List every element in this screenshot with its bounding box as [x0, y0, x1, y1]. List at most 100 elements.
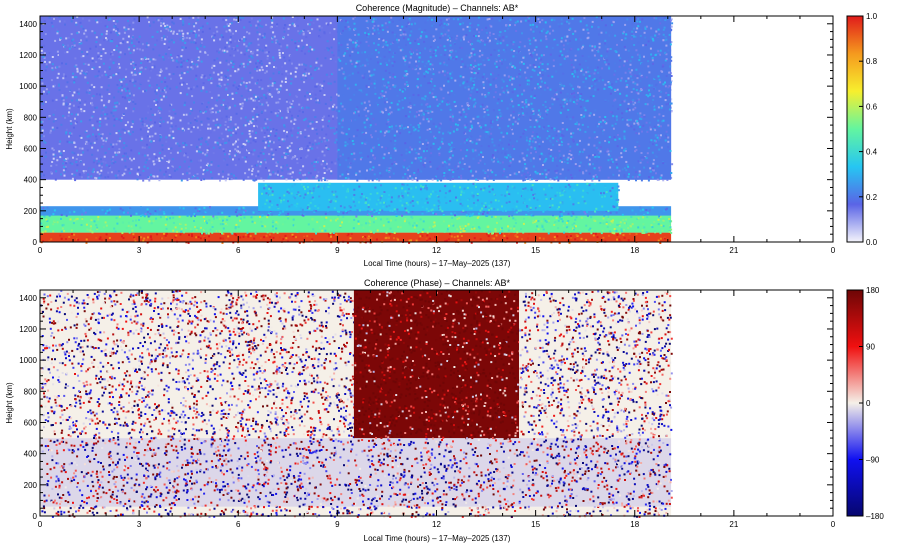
magnitude-cell [154, 213, 156, 216]
magnitude-cell [108, 76, 111, 79]
magnitude-cell [570, 237, 573, 239]
magnitude-cell [83, 103, 86, 106]
magnitude-cell [240, 51, 243, 54]
magnitude-cell [189, 107, 192, 110]
magnitude-cell [304, 117, 307, 120]
magnitude-cell [659, 242, 662, 244]
magnitude-cell [94, 75, 97, 78]
magnitude-cell [235, 177, 238, 180]
magnitude-cell [567, 183, 570, 186]
magnitude-cell [366, 213, 369, 216]
magnitude-cell [291, 185, 294, 188]
magnitude-cell [184, 223, 187, 226]
magnitude-cell [95, 36, 98, 39]
magnitude-cell [119, 85, 122, 88]
magnitude-cell [88, 19, 91, 22]
magnitude-cell [201, 30, 204, 33]
magnitude-cell [40, 49, 43, 52]
magnitude-cell [257, 98, 260, 101]
magnitude-cell [303, 212, 306, 215]
magnitude-cell [451, 211, 454, 214]
magnitude-cell [320, 75, 323, 78]
magnitude-cell [237, 68, 240, 71]
magnitude-cell [48, 117, 51, 120]
magnitude-cell [119, 207, 122, 210]
magnitude-cell [117, 90, 120, 93]
magnitude-cell [473, 237, 476, 240]
magnitude-cell [622, 219, 625, 222]
magnitude-cell [77, 153, 80, 156]
magnitude-cell [288, 145, 291, 148]
magnitude-cell [450, 235, 453, 238]
magnitude-cell [256, 49, 259, 52]
magnitude-cell [295, 48, 298, 51]
magnitude-cell [497, 199, 500, 202]
magnitude-cell [385, 236, 388, 239]
magnitude-cell [63, 230, 66, 232]
magnitude-cell [332, 127, 335, 129]
magnitude-cell [226, 25, 229, 28]
magnitude-cell [265, 199, 268, 202]
magnitude-cell [123, 131, 126, 134]
magnitude-cell [122, 41, 125, 44]
magnitude-cell [253, 149, 256, 152]
magnitude-cell [138, 87, 141, 90]
magnitude-cell [332, 193, 335, 196]
magnitude-cell [331, 108, 334, 111]
magnitude-cell [182, 46, 185, 49]
magnitude-cell [305, 106, 308, 109]
magnitude-cell [134, 63, 137, 66]
magnitude-cell [272, 72, 275, 75]
magnitude-cell [207, 136, 210, 139]
magnitude-cell [145, 57, 147, 60]
magnitude-cell [376, 192, 379, 195]
magnitude-cell [588, 184, 591, 187]
magnitude-cell [275, 132, 278, 135]
magnitude-cell [422, 228, 425, 231]
magnitude-cell [563, 190, 566, 193]
magnitude-cell [189, 122, 192, 124]
magnitude-cell [172, 108, 175, 111]
magnitude-cell [85, 72, 88, 75]
magnitude-cell [425, 187, 428, 189]
magnitude-cell [197, 159, 200, 162]
magnitude-cell [276, 222, 279, 225]
magnitude-cell [81, 218, 84, 220]
magnitude-cell [257, 96, 259, 99]
magnitude-cell [132, 49, 135, 52]
magnitude-cell [149, 76, 152, 79]
magnitude-cell [152, 58, 155, 61]
magnitude-cell [315, 232, 317, 235]
magnitude-cell [239, 103, 242, 106]
magnitude-cell [404, 218, 407, 221]
magnitude-cell [202, 27, 205, 30]
magnitude-cell [615, 204, 618, 207]
magnitude-cell [49, 129, 52, 132]
magnitude-cell [369, 193, 372, 195]
magnitude-cell [556, 204, 559, 206]
magnitude-cell [98, 93, 101, 96]
magnitude-cell [462, 227, 465, 230]
magnitude-cell [296, 202, 299, 205]
magnitude-cell [224, 142, 226, 145]
magnitude-cell [116, 28, 119, 31]
magnitude-cell [293, 183, 296, 186]
magnitude-cell [278, 214, 281, 217]
magnitude-cell [322, 160, 325, 163]
magnitude-cell [197, 115, 200, 118]
magnitude-cell [86, 81, 89, 84]
magnitude-cell [196, 67, 199, 70]
magnitude-cell [379, 198, 381, 201]
magnitude-cell [236, 214, 239, 217]
magnitude-cell [130, 214, 132, 217]
magnitude-cell [127, 168, 130, 171]
magnitude-cell [462, 230, 465, 232]
magnitude-cell [156, 30, 159, 33]
magnitude-cell [211, 78, 214, 81]
magnitude-cell [379, 201, 382, 204]
magnitude-cell [40, 222, 43, 225]
magnitude-cell [334, 190, 337, 193]
magnitude-cell [457, 238, 460, 241]
magnitude-cell [285, 213, 288, 216]
magnitude-cell [91, 68, 94, 70]
